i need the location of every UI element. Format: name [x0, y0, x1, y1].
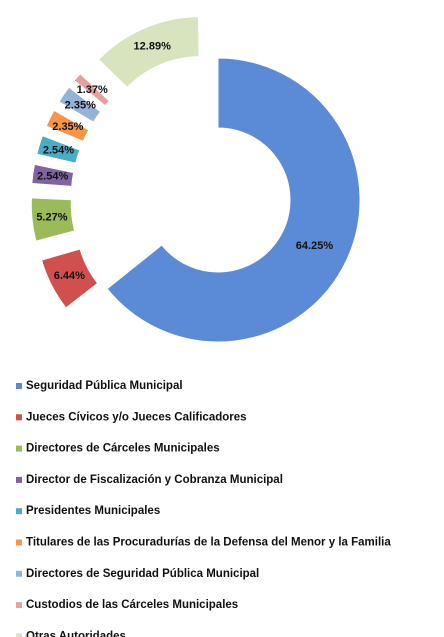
slice-label: 2.54%: [43, 145, 74, 157]
legend-label: Director de Fiscalización y Cobranza Mun…: [26, 474, 283, 486]
legend-label: Presidentes Municipales: [26, 505, 160, 517]
slice-label: 2.54%: [37, 171, 68, 183]
slice-label: 5.27%: [36, 211, 67, 223]
legend-swatch: [16, 508, 22, 515]
legend-swatch: [16, 383, 22, 389]
slice-label: 6.44%: [54, 270, 85, 282]
slice-label: 64.25%: [296, 240, 334, 252]
legend-label: Directores de Seguridad Pública Municipa…: [26, 568, 259, 580]
slice: [73, 73, 111, 107]
slice: [106, 57, 361, 343]
legend-swatch: [16, 445, 22, 452]
legend-swatch: [16, 570, 22, 577]
slice: [36, 135, 81, 164]
slice-label: 1.37%: [77, 84, 108, 96]
slice: [31, 163, 75, 187]
legend-label: Otras Autoridades: [26, 630, 126, 637]
legend-swatch: [16, 633, 22, 637]
legend-swatch: [16, 414, 22, 421]
slice: [58, 86, 102, 123]
slice-label: 2.35%: [65, 99, 96, 111]
slice: [40, 248, 99, 309]
legend-label: Custodios de las Cárceles Municipales: [26, 599, 238, 611]
legend-label: Titulares de las Procuradurías de la Def…: [26, 537, 391, 549]
legend-label: Jueces Cívicos y/o Jueces Calificadores: [26, 411, 247, 423]
legend-label: Directores de Cárceles Municipales: [26, 443, 220, 455]
legend-label: Seguridad Pública Municipal: [26, 380, 183, 392]
slice: [45, 109, 90, 143]
legend-swatch: [16, 539, 22, 546]
legend-swatch: [16, 476, 22, 483]
slice: [30, 197, 76, 242]
slice-label: 2.35%: [52, 121, 83, 133]
slice: [97, 16, 200, 89]
slice-label: 12.89%: [134, 40, 172, 52]
legend-swatch: [16, 602, 22, 609]
